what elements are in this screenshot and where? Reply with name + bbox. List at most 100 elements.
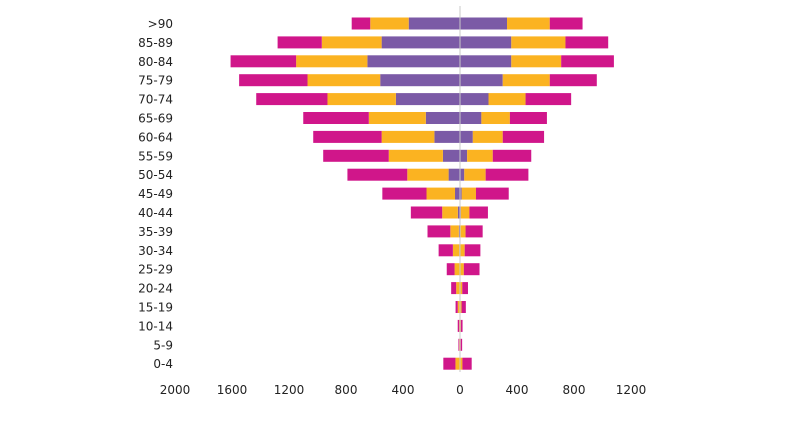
bar-left-series-2-75-79 [307, 74, 381, 87]
bar-left-series-3-40-44 [410, 206, 443, 219]
bar-left-series-2-25-29 [454, 263, 460, 276]
bar-left-series-1-65-69 [425, 112, 460, 124]
bar-left-series-2-20-24 [456, 282, 460, 295]
y-tick-label: 60-64 [138, 130, 173, 144]
bar-left-series-3-35-39 [427, 225, 451, 238]
bar-right-series-3-70-74 [525, 93, 572, 106]
bar-left-series-1-50-54 [448, 168, 460, 181]
bars-group [230, 17, 614, 370]
bar-left-series-1-60-64 [434, 130, 460, 143]
bar-right-series-2-60-64 [472, 130, 503, 143]
y-tick-label: 10-14 [138, 319, 173, 333]
bar-right-series-2-45-49 [461, 187, 476, 200]
bar-left-series-3-65-69 [303, 112, 369, 124]
y-tick-label: 40-44 [138, 206, 173, 220]
y-tick-label: 15-19 [138, 301, 173, 315]
bar-right-series-2-55-59 [467, 149, 493, 162]
bar-right-series-3-0-4 [462, 357, 472, 370]
bar-right-series-2-50-54 [464, 168, 486, 181]
bar-right-series-2-35-39 [460, 225, 466, 238]
bar-left-series-2-50-54 [407, 168, 449, 181]
x-tick-label: 0 [456, 383, 464, 397]
bar-left-series-2-60-64 [381, 130, 435, 143]
bar-right-series-3-10-14 [460, 319, 463, 332]
bar-left-series-1->90 [408, 17, 460, 30]
y-tick-label: 20-24 [138, 282, 173, 296]
bar-left-series-2-0-4 [455, 357, 460, 370]
x-tick-label: 1200 [616, 383, 647, 397]
bar-left-series-1-40-44 [457, 206, 460, 219]
bar-right-series-3-5-9 [460, 338, 463, 351]
y-tick-label: >90 [148, 17, 173, 31]
bar-left-series-2-70-74 [327, 93, 396, 106]
bar-left-series-3-80-84 [230, 55, 297, 68]
bar-left-series-3-5-9 [458, 338, 460, 351]
bar-left-series-1-45-49 [455, 187, 460, 200]
bar-left-series-3-0-4 [443, 357, 456, 370]
y-tick-label: 50-54 [138, 168, 173, 182]
y-tick-label: 35-39 [138, 225, 173, 239]
y-tick-label: 25-29 [138, 263, 173, 277]
bar-left-series-3-25-29 [446, 263, 455, 276]
bar-left-series-1-80-84 [367, 55, 460, 68]
bar-left-series-2-65-69 [368, 112, 426, 124]
bar-right-series-3-45-49 [475, 187, 509, 200]
bar-right-series-2-40-44 [460, 206, 470, 219]
bar-right-series-3-75-79 [549, 74, 597, 87]
bar-right-series-2->90 [507, 17, 550, 30]
bar-right-series-1-55-59 [460, 149, 468, 162]
bar-right-series-3-40-44 [469, 206, 488, 219]
bar-left-series-3-10-14 [457, 319, 460, 332]
bar-left-series-2-80-84 [296, 55, 368, 68]
bar-right-series-3-20-24 [462, 282, 468, 295]
y-tick-label: 0-4 [153, 357, 173, 371]
y-tick-labels: >90 85-89 80-84 75-79 70-74 65-69 60-64 55-59 50… [138, 17, 173, 371]
bar-right-series-1-75-79 [460, 74, 503, 87]
bar-right-series-1-65-69 [460, 112, 482, 124]
x-tick-label: 400 [392, 383, 415, 397]
bar-right-series-1-70-74 [460, 93, 489, 106]
bar-right-series-3-15-19 [461, 301, 466, 313]
y-tick-label: 70-74 [138, 93, 173, 107]
x-tick-labels: 2000 1600 1200 800 400 0 400 800 1200 [160, 383, 647, 397]
bar-left-series-2-45-49 [426, 187, 456, 200]
bar-right-series-2-0-4 [460, 357, 463, 370]
bar-left-series-3->90 [351, 17, 371, 30]
bar-left-series-3-20-24 [451, 282, 457, 295]
bar-left-series-1-55-59 [442, 149, 460, 162]
bar-right-series-3-85-89 [565, 36, 609, 49]
y-tick-label: 5-9 [153, 338, 173, 352]
bar-left-series-3-55-59 [323, 149, 389, 162]
bar-left-series-2-30-34 [452, 244, 460, 257]
bar-right-series-2-85-89 [511, 36, 566, 49]
bar-right-series-2-25-29 [460, 263, 464, 276]
y-tick-label: 75-79 [138, 74, 173, 88]
y-tick-label: 80-84 [138, 55, 173, 69]
bar-right-series-1-85-89 [460, 36, 512, 49]
bar-right-series-1->90 [460, 17, 508, 30]
bar-left-series-3-85-89 [277, 36, 322, 49]
bar-left-series-3-50-54 [347, 168, 408, 181]
x-tick-label: 1600 [217, 383, 248, 397]
bar-left-series-3-30-34 [438, 244, 453, 257]
bar-right-series-1-45-49 [460, 187, 462, 200]
bar-left-series-2-55-59 [388, 149, 443, 162]
bar-right-series-1-50-54 [460, 168, 465, 181]
bar-right-series-2-30-34 [460, 244, 465, 257]
bar-left-series-2-40-44 [442, 206, 458, 219]
y-tick-label: 55-59 [138, 149, 173, 163]
bar-left-series-2-15-19 [457, 301, 460, 313]
y-tick-label: 85-89 [138, 36, 173, 50]
y-tick-label: 45-49 [138, 187, 173, 201]
bar-right-series-2-15-19 [460, 301, 462, 313]
bar-right-series-3->90 [549, 17, 583, 30]
bar-right-series-3-55-59 [492, 149, 532, 162]
x-tick-label: 800 [563, 383, 586, 397]
bar-right-series-1-80-84 [460, 55, 512, 68]
bar-left-series-3-70-74 [256, 93, 328, 106]
y-tick-label: 65-69 [138, 112, 173, 126]
x-tick-label: 2000 [160, 383, 191, 397]
bar-left-series-1-85-89 [381, 36, 460, 49]
bar-right-series-3-30-34 [464, 244, 481, 257]
